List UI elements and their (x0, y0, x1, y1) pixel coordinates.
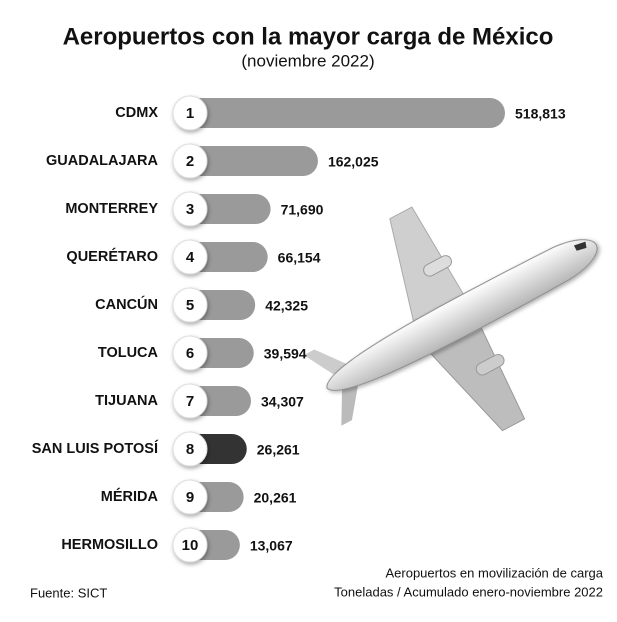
bar (185, 146, 318, 176)
rank-badge (172, 479, 208, 515)
rank-badge (172, 335, 208, 371)
value-label: 13,067 (250, 538, 293, 554)
rank-badge (172, 95, 208, 131)
rank-label: 9 (186, 489, 194, 506)
value-label: 39,594 (264, 346, 307, 362)
rank-badge (172, 431, 208, 467)
category-label: CANCÚN (95, 295, 158, 313)
rank-badge (172, 527, 208, 563)
bar (185, 98, 505, 128)
category-label: TIJUANA (95, 393, 158, 409)
rank-label: 4 (186, 249, 195, 266)
rank-badge (172, 191, 208, 227)
category-label: SAN LUIS POTOSÍ (32, 440, 159, 457)
value-label: 20,261 (254, 490, 297, 506)
chart-title: Aeropuertos con la mayor carga de México (63, 23, 554, 50)
rank-badge (172, 143, 208, 179)
rank-badge (172, 239, 208, 275)
note: Aeropuertos en movilización de carga (385, 565, 603, 580)
value-label: 518,813 (515, 106, 566, 122)
rank-label: 7 (186, 393, 194, 410)
value-label: 71,690 (281, 202, 324, 218)
rank-label: 1 (186, 105, 194, 122)
value-label: 42,325 (265, 298, 308, 314)
rank-label: 3 (186, 201, 194, 218)
rank-label: 8 (186, 441, 194, 458)
category-label: MÉRIDA (101, 488, 159, 505)
category-label: HERMOSILLO (61, 537, 158, 553)
note: Toneladas / Acumulado enero-noviembre 20… (334, 584, 603, 599)
rank-label: 6 (186, 345, 194, 362)
category-label: GUADALAJARA (46, 153, 159, 169)
category-label: MONTERREY (65, 201, 158, 217)
rank-badge (172, 287, 208, 323)
value-label: 26,261 (257, 442, 300, 458)
bar (185, 194, 271, 224)
category-label: CDMX (115, 105, 158, 121)
rank-badge (172, 383, 208, 419)
value-label: 162,025 (328, 154, 379, 170)
value-label: 34,307 (261, 394, 304, 410)
category-label: TOLUCA (98, 345, 159, 361)
rank-label: 2 (186, 153, 194, 170)
source: Fuente: SICT (30, 585, 107, 600)
category-label: QUERÉTARO (66, 248, 158, 265)
rank-label: 5 (186, 297, 194, 314)
rank-label: 10 (182, 537, 199, 554)
airplane-illustration (303, 206, 598, 432)
chart-subtitle: (noviembre 2022) (241, 51, 374, 70)
value-label: 66,154 (278, 250, 321, 266)
